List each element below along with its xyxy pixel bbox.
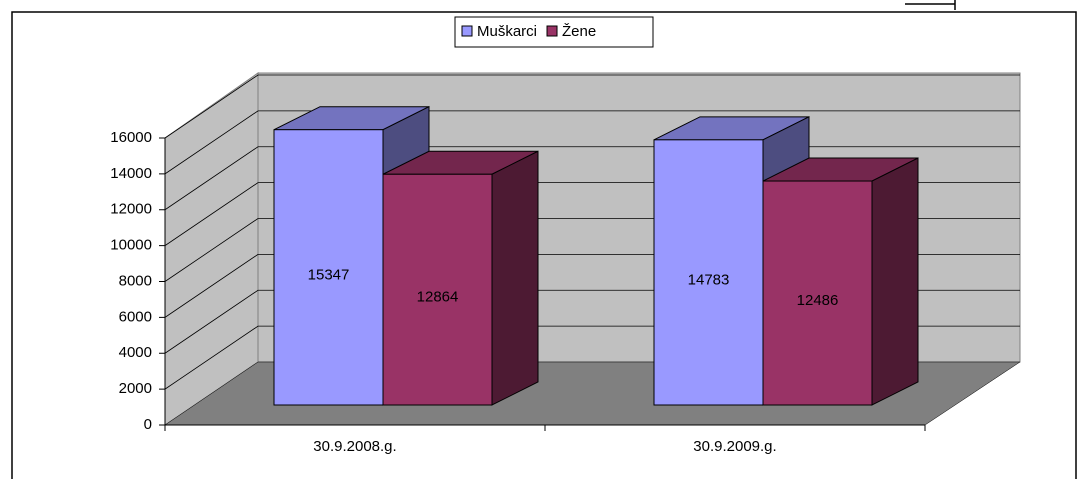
value-label: 12486 (797, 292, 839, 309)
legend-swatch (546, 25, 558, 37)
value-label: 14783 (688, 271, 730, 288)
y-tick-label: 12000 (110, 201, 152, 218)
x-tick-label: 30.9.2009.g. (693, 438, 776, 455)
y-tick-label: 10000 (110, 237, 152, 254)
y-tick-label: 2000 (119, 380, 152, 397)
bar (762, 180, 873, 406)
legend-swatch (461, 25, 473, 37)
value-label: 12864 (417, 289, 459, 306)
grid-line (164, 74, 1020, 139)
bar (653, 139, 764, 406)
y-tick-label: 0 (144, 416, 152, 433)
y-tick-label: 6000 (119, 308, 152, 325)
y-tick-label: 8000 (119, 272, 152, 289)
value-label: 15347 (308, 266, 350, 283)
bar (273, 129, 384, 406)
legend-label: Žene (562, 23, 596, 40)
grid-line (164, 110, 1020, 175)
bar-side (491, 150, 539, 406)
bar-side (871, 157, 919, 406)
legend-label: Muškarci (477, 23, 537, 40)
y-tick-label: 16000 (110, 129, 152, 146)
bar (382, 173, 493, 406)
y-tick-label: 4000 (119, 344, 152, 361)
y-tick-label: 14000 (110, 165, 152, 182)
x-tick-label: 30.9.2008.g. (313, 438, 396, 455)
